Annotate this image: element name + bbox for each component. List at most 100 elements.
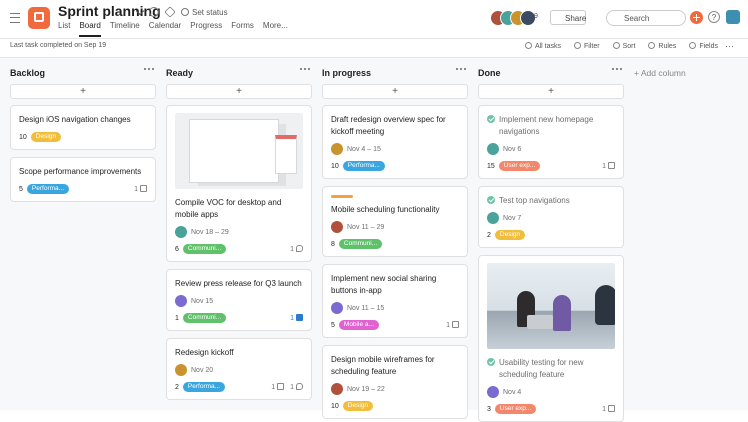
- task-points: 1: [175, 314, 179, 322]
- share-button[interactable]: Share: [550, 10, 586, 25]
- column-menu[interactable]: [144, 66, 154, 70]
- toolbar-action[interactable]: Fields: [689, 42, 718, 50]
- card-footer: 15 User exp... 1: [487, 161, 615, 171]
- due-date: Nov 4: [503, 388, 522, 396]
- task-card[interactable]: Mobile scheduling functionality Nov 11 – …: [322, 186, 468, 257]
- card-title-text: Review press release for Q3 launch: [175, 279, 302, 288]
- card-footer: 2 Performa... 1 1: [175, 382, 303, 392]
- card-title-text: Scope performance improvements: [19, 167, 142, 176]
- card-title: Mobile scheduling functionality: [331, 204, 459, 216]
- tag: Communi...: [182, 313, 227, 323]
- due-date: Nov 7: [503, 214, 522, 222]
- help-button[interactable]: ?: [708, 11, 720, 23]
- card-meta: 1: [602, 162, 615, 170]
- task-card[interactable]: Review press release for Q3 launch Nov 15…: [166, 269, 312, 331]
- task-points: 10: [19, 133, 27, 141]
- quick-add-button[interactable]: [690, 11, 703, 24]
- card-title-text: Test top navigations: [499, 196, 570, 205]
- toolbar-action[interactable]: All tasks: [525, 42, 561, 50]
- add-task-button[interactable]: +: [10, 84, 156, 99]
- card-title: Design iOS navigation changes: [19, 114, 147, 126]
- card-list: Compile VOC for desktop and mobile apps N…: [166, 105, 312, 400]
- task-points: 15: [487, 162, 495, 170]
- card-footer: 2 Design: [487, 230, 615, 240]
- tab[interactable]: List: [58, 21, 71, 30]
- tab[interactable]: Forms: [231, 21, 254, 30]
- project-icon: [28, 7, 50, 29]
- toolbar-action[interactable]: Filter: [574, 42, 600, 50]
- like-count[interactable]: 1: [290, 314, 303, 322]
- card-assignee-row: Nov 6: [487, 143, 615, 155]
- like-count[interactable]: 1: [602, 405, 615, 413]
- column-title: In progress: [322, 68, 372, 78]
- tag: Performa...: [26, 184, 70, 194]
- card-list: Draft redesign overview spec for kickoff…: [322, 105, 468, 419]
- add-task-button[interactable]: +: [478, 84, 624, 99]
- card-title: Implement new social sharing buttons in-…: [331, 273, 459, 297]
- assignee-avatar: [487, 386, 499, 398]
- task-card[interactable]: Usability testing for new scheduling fea…: [478, 255, 624, 422]
- completed-check[interactable]: [487, 115, 495, 123]
- info-icon[interactable]: [149, 7, 159, 17]
- card-title-text: Implement new homepage navigations: [499, 115, 594, 136]
- card-assignee-row: Nov 11 – 29: [331, 221, 459, 233]
- user-avatar[interactable]: [726, 10, 740, 24]
- tab[interactable]: Calendar: [148, 21, 182, 30]
- more-button[interactable]: ⋯: [725, 41, 735, 51]
- tab[interactable]: Progress: [190, 21, 223, 30]
- card-assignee-row: Nov 4: [487, 386, 615, 398]
- comment-count[interactable]: 1: [290, 383, 303, 391]
- assignee-avatar: [487, 212, 499, 224]
- task-card[interactable]: Test top navigations Nov 7 2 Design: [478, 186, 624, 248]
- column-menu[interactable]: [456, 66, 466, 70]
- toolbar-action[interactable]: Rules: [648, 42, 676, 50]
- column-menu[interactable]: [612, 66, 622, 70]
- add-task-button[interactable]: +: [166, 84, 312, 99]
- tag: Design: [30, 132, 62, 142]
- task-points: 10: [331, 402, 339, 410]
- card-meta: 1: [602, 405, 615, 413]
- task-card[interactable]: Compile VOC for desktop and mobile apps N…: [166, 105, 312, 262]
- card-title: Redesign kickoff: [175, 347, 303, 359]
- like-count[interactable]: 1: [271, 383, 284, 391]
- card-footer: 1 Communi... 1: [175, 313, 303, 323]
- comment-count[interactable]: 1: [290, 245, 303, 253]
- tag: Mobile a...: [338, 320, 379, 330]
- tab[interactable]: Board: [79, 21, 101, 37]
- assignee-avatar: [331, 143, 343, 155]
- like-count[interactable]: 1: [134, 185, 147, 193]
- add-column[interactable]: + Add column: [634, 68, 686, 78]
- assignee-avatar: [175, 295, 187, 307]
- task-card[interactable]: Design iOS navigation changes 10 Design: [10, 105, 156, 150]
- tag: User exp...: [494, 404, 537, 414]
- task-card[interactable]: Redesign kickoff Nov 20 2 Performa... 1 1: [166, 338, 312, 400]
- task-card[interactable]: Design mobile wireframes for scheduling …: [322, 345, 468, 419]
- task-card[interactable]: Scope performance improvements 5 Performa.…: [10, 157, 156, 202]
- card-title-text: Draft redesign overview spec for kickoff…: [331, 115, 446, 136]
- search-box[interactable]: Search: [606, 10, 686, 26]
- toolbar-action[interactable]: Sort: [613, 42, 636, 50]
- add-task-button[interactable]: +: [322, 84, 468, 99]
- tab[interactable]: Timeline: [109, 21, 140, 30]
- card-title: Review press release for Q3 launch: [175, 278, 303, 290]
- card-footer: 5 Performa... 1: [19, 184, 147, 194]
- menu-button[interactable]: [10, 13, 20, 23]
- tab[interactable]: More...: [262, 21, 288, 30]
- card-title: Implement new homepage navigations: [487, 114, 615, 138]
- completed-check[interactable]: [487, 358, 495, 366]
- like-count[interactable]: 1: [602, 162, 615, 170]
- task-card[interactable]: Implement new social sharing buttons in-…: [322, 264, 468, 338]
- completed-check[interactable]: [487, 196, 495, 204]
- assignee-avatar: [175, 364, 187, 376]
- card-title-text: Redesign kickoff: [175, 348, 234, 357]
- set-status[interactable]: Set status: [192, 8, 228, 17]
- task-card[interactable]: Implement new homepage navigations Nov 6 1…: [478, 105, 624, 179]
- column-menu[interactable]: [300, 66, 310, 70]
- subtask-count[interactable]: 1: [446, 321, 459, 329]
- task-points: 6: [175, 245, 179, 253]
- card-title-text: Usability testing for new scheduling fea…: [499, 358, 584, 379]
- status-icon: [181, 8, 189, 16]
- task-card[interactable]: Draft redesign overview spec for kickoff…: [322, 105, 468, 179]
- card-footer: 6 Communi... 1: [175, 244, 303, 254]
- task-points: 10: [331, 162, 339, 170]
